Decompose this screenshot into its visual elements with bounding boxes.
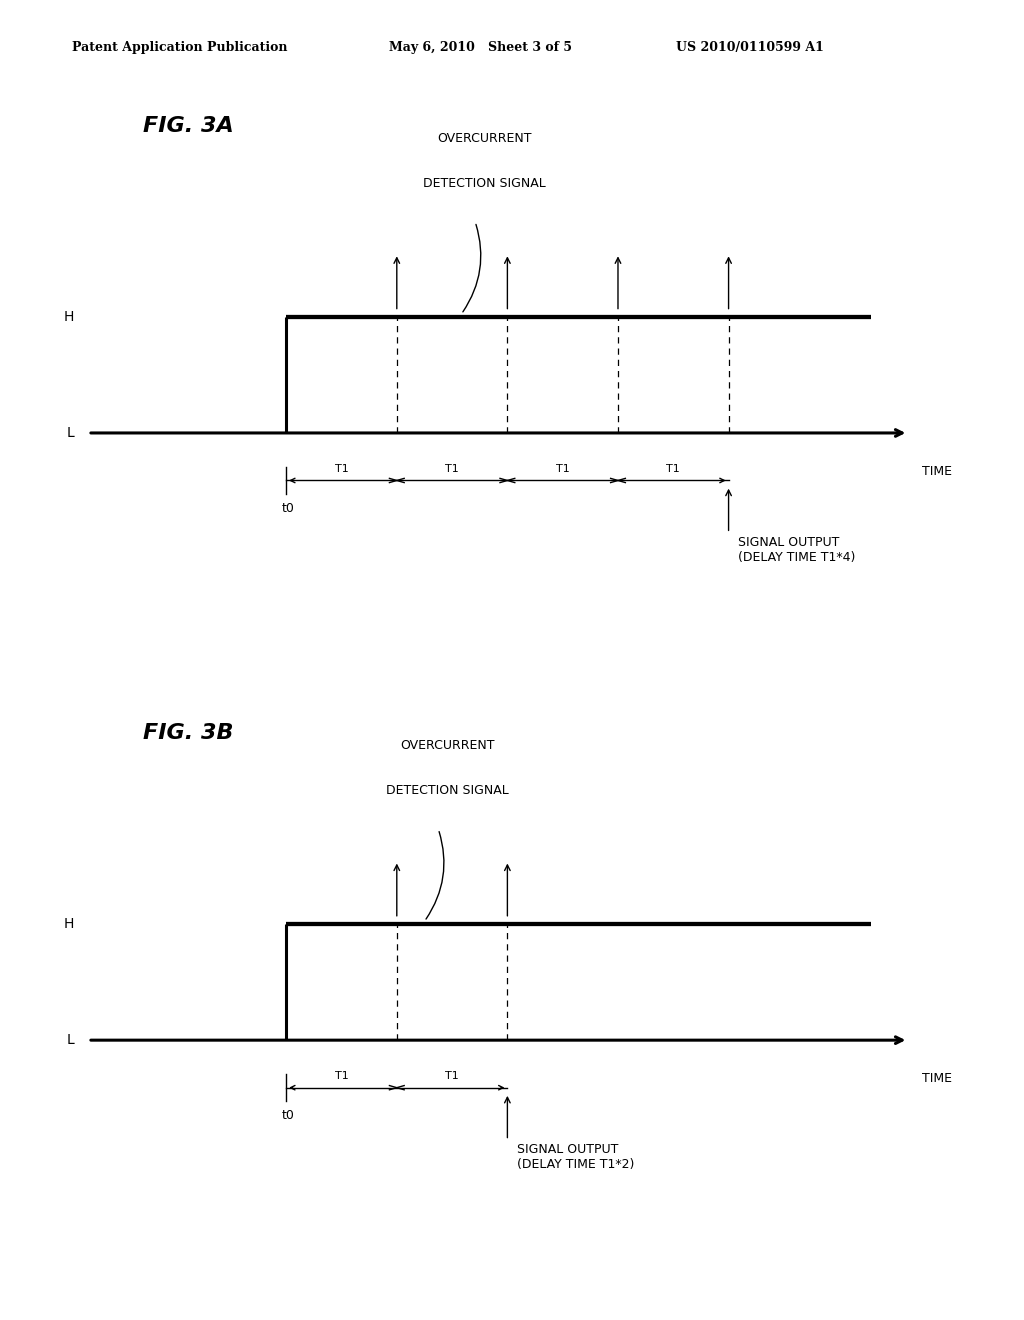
Text: May 6, 2010   Sheet 3 of 5: May 6, 2010 Sheet 3 of 5 xyxy=(389,41,572,54)
Text: T1: T1 xyxy=(335,465,348,474)
Text: T1: T1 xyxy=(445,465,459,474)
Text: DETECTION SIGNAL: DETECTION SIGNAL xyxy=(423,177,546,190)
Text: TIME: TIME xyxy=(922,1072,952,1085)
Text: L: L xyxy=(67,1034,75,1047)
Text: FIG. 3A: FIG. 3A xyxy=(143,116,234,136)
Text: OVERCURRENT: OVERCURRENT xyxy=(437,132,531,145)
Text: OVERCURRENT: OVERCURRENT xyxy=(400,739,495,752)
Text: Patent Application Publication: Patent Application Publication xyxy=(72,41,287,54)
Text: SIGNAL OUTPUT
(DELAY TIME T1*4): SIGNAL OUTPUT (DELAY TIME T1*4) xyxy=(737,536,855,564)
Text: t0: t0 xyxy=(282,502,295,515)
Text: US 2010/0110599 A1: US 2010/0110599 A1 xyxy=(676,41,823,54)
Text: L: L xyxy=(67,426,75,440)
Text: H: H xyxy=(63,917,75,931)
Text: FIG. 3B: FIG. 3B xyxy=(143,723,233,743)
Text: t0: t0 xyxy=(282,1109,295,1122)
Text: DETECTION SIGNAL: DETECTION SIGNAL xyxy=(386,784,509,797)
Text: SIGNAL OUTPUT
(DELAY TIME T1*2): SIGNAL OUTPUT (DELAY TIME T1*2) xyxy=(517,1143,634,1171)
Text: T1: T1 xyxy=(556,465,569,474)
Text: T1: T1 xyxy=(667,465,680,474)
Text: TIME: TIME xyxy=(922,465,952,478)
Text: T1: T1 xyxy=(335,1072,348,1081)
Text: H: H xyxy=(63,310,75,323)
Text: T1: T1 xyxy=(445,1072,459,1081)
